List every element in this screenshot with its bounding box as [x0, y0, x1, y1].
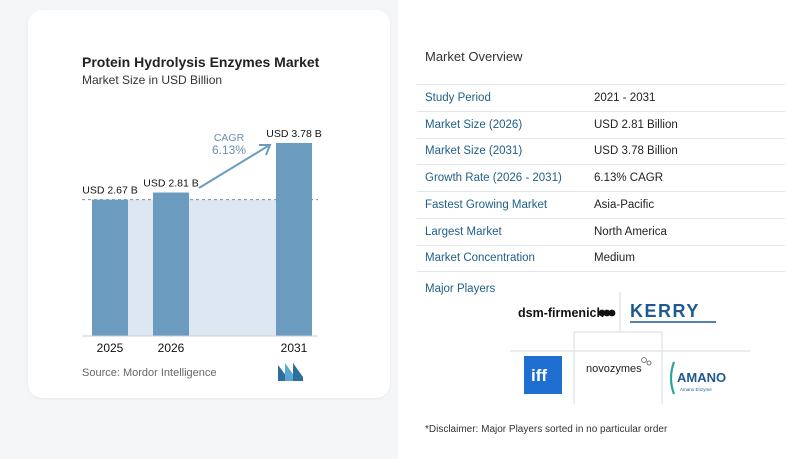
overview-row-label: Market Size (2026) [425, 118, 523, 131]
overview-row-label: Market Size (2031) [425, 145, 523, 158]
iff-logo: iff [531, 366, 547, 385]
major-players-label: Major Players [425, 283, 496, 295]
overview-row: Fastest Growing Market Asia-Pacific [417, 191, 785, 218]
overview-row-value: North America [594, 225, 667, 238]
iff-logo-icon [524, 356, 562, 394]
data-label: USD 2.67 B [82, 185, 137, 197]
overview-row: Market Size (2031) USD 3.78 Billion [417, 137, 785, 165]
dsm-firmenich-logo: dsm-firmenich [518, 306, 604, 320]
overview-row-label: Study Period [425, 91, 491, 104]
amano-logo: AMANO [677, 370, 726, 385]
overview-table: Study Period 2021 - 2031 Market Size (20… [417, 84, 785, 272]
overview-row: Market Concentration Medium [417, 244, 785, 272]
overview-row-value: Asia-Pacific [594, 199, 655, 212]
overview-panel [398, 0, 800, 459]
mordor-logo-icon [278, 363, 303, 381]
chart-subtitle: Market Size in USD Billion [82, 73, 223, 87]
major-players-logos: dsm-firmenich KERRY iff novozymes AMANO … [510, 292, 750, 404]
amano-tagline: Amano Enzyme [680, 387, 712, 392]
cagr-arrow [198, 145, 269, 189]
bar [92, 199, 128, 336]
cagr-label: CAGR [214, 132, 245, 144]
overview-row-label: Market Concentration [425, 252, 535, 265]
chart-title: Protein Hydrolysis Enzymes Market [82, 54, 320, 70]
overview-row-value: USD 2.81 Billion [594, 118, 678, 131]
disclaimer: *Disclaimer: Major Players sorted in no … [425, 424, 668, 435]
kerry-logo: KERRY [630, 301, 700, 321]
overview-title: Market Overview [425, 49, 523, 64]
overview-row: Study Period 2021 - 2031 [417, 84, 785, 111]
overview-row-value: USD 3.78 Billion [594, 145, 678, 158]
dsm-firmenich-mark-icon [598, 309, 616, 317]
overview-row-label: Largest Market [425, 225, 502, 238]
data-label: USD 2.81 B [143, 178, 198, 190]
overview-row: Largest Market North America [417, 217, 785, 245]
x-tick-label: 2031 [281, 341, 308, 355]
bar [276, 143, 312, 336]
overview-row-value: 6.13% CAGR [594, 172, 664, 185]
cagr-arrow-head [259, 144, 272, 156]
data-label: USD 3.78 B [266, 128, 321, 140]
cagr-value: 6.13% [212, 143, 246, 157]
overview-row-value: 2021 - 2031 [594, 91, 656, 104]
overview-row: Market Size (2026) USD 2.81 Billion [417, 110, 785, 138]
novozymes-mark-icon [641, 357, 652, 366]
overview-row-value: Medium [594, 252, 635, 265]
novozymes-logo: novozymes [586, 363, 642, 375]
overview-row-label: Growth Rate (2026 - 2031) [425, 172, 562, 185]
source-note: Source: Mordor Intelligence [82, 367, 217, 379]
overview-row-label: Fastest Growing Market [425, 199, 548, 212]
x-tick-label: 2025 [97, 341, 124, 355]
growth-shade [128, 199, 276, 336]
x-tick-label: 2026 [158, 341, 185, 355]
overview-row: Growth Rate (2026 - 2031) 6.13% CAGR [417, 164, 785, 191]
bar [153, 192, 189, 336]
amano-mark-icon [669, 361, 676, 395]
